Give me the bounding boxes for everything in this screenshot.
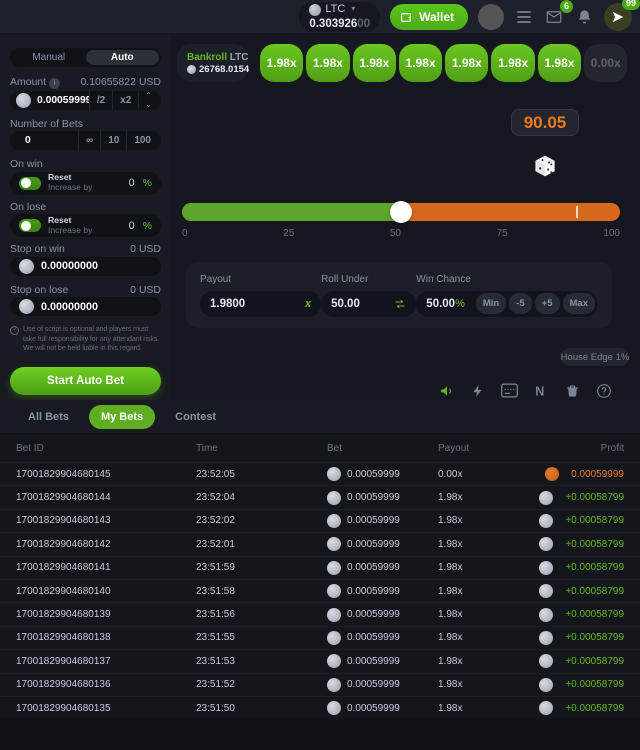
svg-text:N: N: [535, 384, 544, 398]
